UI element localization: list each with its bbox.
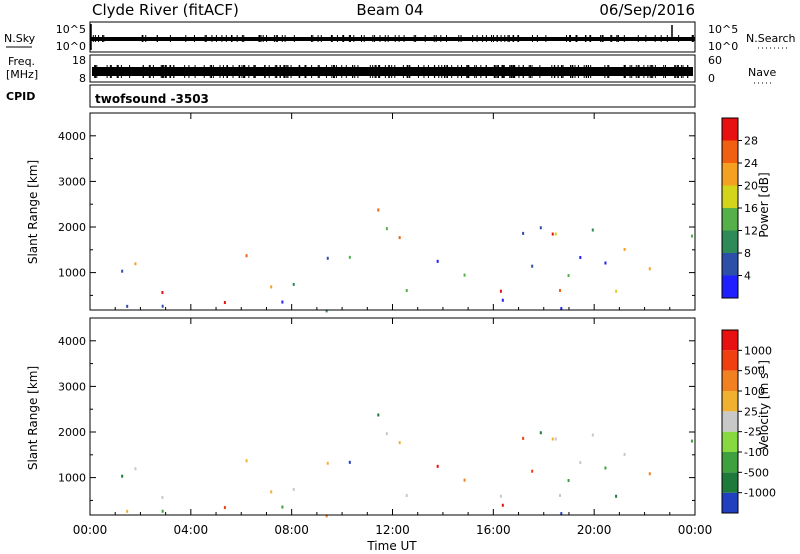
freq-left-label-line2: [MHz] <box>6 68 38 81</box>
power-colorbar-tick: 4 <box>744 270 751 283</box>
freq-panel-frame <box>89 54 696 83</box>
power-colorbar-cell <box>722 118 738 141</box>
velocity-colorbar-tick: -500 <box>744 466 769 479</box>
velocity-colorbar-cell <box>722 452 738 473</box>
xtick-label: 12:00 <box>375 523 410 537</box>
velocity-colorbar-cell <box>722 370 738 391</box>
xtick-label: 00:00 <box>678 523 713 537</box>
velocity-colorbar-cell <box>722 472 738 493</box>
velocity-colorbar-cell <box>722 492 738 513</box>
velocity-colorbar-tick: -1000 <box>744 487 776 500</box>
velocity-colorbar-tick: -100 <box>744 446 769 459</box>
velocity-colorbar-label: Velocity [m s-1] <box>757 360 771 450</box>
cpid-value: twofsound -3503 <box>95 92 209 106</box>
power-colorbar-cell <box>722 275 738 298</box>
velocity-colorbar-cell <box>722 411 738 432</box>
xtick-label: 20:00 <box>577 523 612 537</box>
velocity-colorbar-tick: -25 <box>744 426 762 439</box>
power-colorbar-cell <box>722 253 738 276</box>
xtick-label: 08:00 <box>274 523 309 537</box>
power-colorbar-cell <box>722 230 738 253</box>
velocity-colorbar-cell <box>722 431 738 452</box>
velocity-ytick-label: 3000 <box>58 380 86 393</box>
velocity-colorbar-tick: 100 <box>744 385 765 398</box>
freq-left-tick-top: 18 <box>72 54 86 67</box>
freq-trace <box>92 65 693 78</box>
nsky-trace <box>90 24 695 50</box>
xtick-label: 16:00 <box>476 523 511 537</box>
xaxis-label: Time UT <box>366 539 417 553</box>
power-colorbar-cell <box>722 185 738 208</box>
velocity-ytick-label: 4000 <box>58 335 86 348</box>
power-ytick-label: 1000 <box>58 267 86 280</box>
nsearch-right-label: N.Search <box>746 32 796 45</box>
power-colorbar-cell <box>722 163 738 186</box>
velocity-ylabel: Slant Range [km] <box>26 366 40 470</box>
power-colorbar-tick: 28 <box>744 135 758 148</box>
power-ytick-label: 2000 <box>58 221 86 234</box>
xtick-label: 00:00 <box>73 523 108 537</box>
nave-right-label: Nave <box>748 66 776 79</box>
power-colorbar-tick: 20 <box>744 180 758 193</box>
power-panel-frame <box>89 112 696 311</box>
xtick-label: 04:00 <box>174 523 209 537</box>
power-colorbar-tick: 12 <box>744 225 758 238</box>
power-colorbar-cell <box>722 140 738 163</box>
velocity-colorbar-cell <box>722 391 738 412</box>
power-ytick-label: 4000 <box>58 130 86 143</box>
power-ytick-label: 3000 <box>58 175 86 188</box>
power-colorbar-tick: 24 <box>744 157 758 170</box>
nsky-left-tick-top: 10^5 <box>56 23 86 36</box>
velocity-colorbar-cell <box>722 330 738 351</box>
nave-right-tick-top: 60 <box>708 54 722 67</box>
velocity-colorbar-tick: 1000 <box>744 344 772 357</box>
velocity-ytick-label: 2000 <box>58 426 86 439</box>
freq-left-tick-bottom: 8 <box>79 72 86 85</box>
power-data <box>121 208 693 313</box>
nsky-right-tick-bottom: 10^0 <box>708 40 738 53</box>
nsky-right-tick-top: 10^5 <box>708 23 738 36</box>
power-colorbar-tick: 16 <box>744 202 758 215</box>
velocity-colorbar-tick: 25 <box>744 405 758 418</box>
beam-title: Beam 04 <box>356 1 423 19</box>
nave-right-tick-bottom: 0 <box>708 72 715 85</box>
station-title: Clyde River (fitACF) <box>92 1 239 19</box>
power-colorbar-label: Power [dB] <box>757 172 771 237</box>
power-colorbar-cell <box>722 208 738 231</box>
velocity-colorbar-tick: 500 <box>744 365 765 378</box>
cpid-panel-frame <box>89 84 696 108</box>
power-colorbar-tick: 8 <box>744 247 751 260</box>
nsky-left-label: N.Sky <box>4 32 36 45</box>
freq-left-label-line1: Freq. <box>8 55 35 68</box>
velocity-colorbar-cell <box>722 350 738 371</box>
cpid-label: CPID <box>6 90 35 103</box>
velocity-panel-frame <box>89 317 696 516</box>
nsky-left-tick-bottom: 10^0 <box>56 40 86 53</box>
velocity-data <box>121 413 693 518</box>
power-ylabel: Slant Range [km] <box>26 160 40 264</box>
velocity-ytick-label: 1000 <box>58 472 86 485</box>
date-title: 06/Sep/2016 <box>599 1 695 19</box>
